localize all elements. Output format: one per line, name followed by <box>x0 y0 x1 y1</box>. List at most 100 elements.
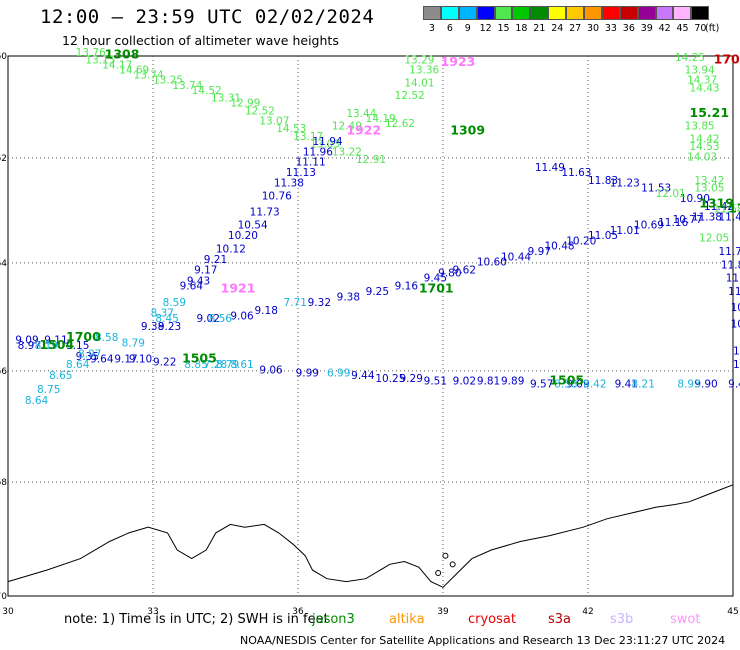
satellite-legend-swot: swot <box>670 612 701 627</box>
swh-value-label: 9.06 <box>259 365 283 377</box>
colorbar-tick-label: 70 <box>694 23 707 34</box>
colorbar-tick-label: 24 <box>551 23 564 34</box>
swh-value-label: 13.44 <box>346 108 376 120</box>
colorbar-swatch <box>512 6 531 20</box>
map-frame <box>7 55 734 597</box>
swh-value-label: 10.54 <box>238 219 268 231</box>
page-title: 12:00 — 23:59 UTC 02/02/2024 <box>40 6 375 28</box>
swh-value-label: 9.57 <box>530 378 553 390</box>
colorbar-tick-label: 33 <box>604 23 617 34</box>
swh-value-label: 9.23 <box>158 321 181 333</box>
colorbar-swatch <box>458 6 477 20</box>
coastline <box>7 484 734 588</box>
swh-value-label: 13.05 <box>694 183 724 195</box>
swh-value-label: 13.15 <box>85 55 115 67</box>
swh-value-label: 9.15 <box>66 340 89 352</box>
lon-tick-label: 33 <box>147 607 158 617</box>
swh-value-label: 9.22 <box>153 356 176 368</box>
swh-value-label: 12.52 <box>245 105 275 117</box>
swh-value-label: 9.06 <box>230 310 254 322</box>
colorbar-swatch <box>494 6 513 20</box>
swh-value-label: 8.85 <box>184 359 207 371</box>
swh-value-label: 10.76 <box>262 191 292 203</box>
swh-value-label: 9.02 <box>453 376 476 388</box>
swh-value-label: 7.71 <box>284 297 307 309</box>
swh-value-label: 8.42 <box>583 378 606 390</box>
island <box>442 552 449 559</box>
colorbar-swatch <box>691 6 710 20</box>
lon-tick-label: 42 <box>582 607 593 617</box>
swh-value-label: 14.17 <box>102 60 132 72</box>
swh-value-label: 9.38 <box>337 291 360 303</box>
swh-value-label: 9.18 <box>255 305 278 317</box>
swh-value-label: 8.64 <box>66 359 90 371</box>
swh-value-label: 9.38 <box>141 321 164 333</box>
satellite-legend-s3a: s3a <box>548 612 572 627</box>
swh-value-label: 10.44 <box>501 251 531 263</box>
colorbar-tick-label: 36 <box>622 23 635 34</box>
swh-value-label: 9.21 <box>204 254 227 266</box>
swh-value-label: 12.62 <box>385 118 415 130</box>
swh-value-label: 9.51 <box>424 376 447 388</box>
swh-value-label: 11 <box>733 359 740 371</box>
swh-value-label: 14.25 <box>675 52 705 64</box>
pass-time-label: 1921 <box>221 280 256 295</box>
swh-value-label: 8.19 <box>35 340 58 352</box>
swh-value-label: 11.73 <box>250 206 280 218</box>
swh-value-label: 9.09 <box>15 335 38 347</box>
swh-value-label: 13.74 <box>172 80 202 92</box>
colorbar-swatch <box>530 6 549 20</box>
swh-value-label: 9.99 <box>296 367 319 379</box>
swh-value-label: 9.90 <box>694 378 717 390</box>
satellite-legend-s3b: s3b <box>610 612 634 627</box>
swh-value-label: 13.29 <box>404 55 434 67</box>
swh-value-label: 13.42 <box>694 175 724 187</box>
swh-value-label: 9.81 <box>477 376 500 388</box>
swh-value-label: 13.22 <box>332 146 362 158</box>
swh-value-label: 11.75 <box>719 246 740 258</box>
swh-value-label: 14.43 <box>690 82 720 94</box>
colorbar-tick-label: 18 <box>515 23 528 34</box>
pass-time-label: 1922 <box>346 123 381 138</box>
colorbar-swatch <box>476 6 495 20</box>
swh-value-label: 11.63 <box>561 167 591 179</box>
swh-value-label: 8.97 <box>18 340 41 352</box>
swh-value-label: 14.53 <box>276 123 306 135</box>
pass-time-label: 1505 <box>182 351 217 366</box>
lat-tick-label: -64 <box>0 259 7 269</box>
colorbar-tick-labels: 3 6 9 12 15 18 21 24 27 30 33 36 39 42 45 70 <box>423 23 740 35</box>
swh-value-label: 8.56 <box>209 313 233 325</box>
swh-value-label: 9.41 <box>615 378 638 390</box>
swh-value-label: 9.32 <box>308 297 331 309</box>
colorbar-swatch <box>673 6 692 20</box>
swh-value-label: 11.05 <box>588 230 618 242</box>
colorbar-swatch <box>601 6 620 20</box>
swh-value-label: 14.01 <box>404 77 434 89</box>
swh-value-label: 10.8 <box>731 302 740 314</box>
swh-value-label: 13.74 <box>134 70 164 82</box>
swh-value-label: 8.58 <box>95 332 118 344</box>
swh-value-label: 12.49 <box>332 121 362 133</box>
colorbar-legend: 3 6 9 12 15 18 21 24 27 30 33 36 39 42 45 70 (ft) <box>423 6 719 34</box>
swh-value-label: 9.64 <box>90 354 114 366</box>
swh-value-label: 10. <box>731 318 740 330</box>
pass-time-label: 15.21 <box>690 105 730 120</box>
swh-value-label: 14.53 <box>690 141 720 153</box>
swh-value-label: 14.69 <box>119 65 149 77</box>
swh-value-label: 13.85 <box>685 121 715 133</box>
colorbar-tick-label: 30 <box>587 23 600 34</box>
colorbar-unit: (ft) <box>705 23 720 34</box>
swh-value-label: 11.38 <box>274 178 304 190</box>
swh-value-label: 11.26 <box>726 273 740 285</box>
swh-value-label: 13.03 <box>310 139 340 151</box>
island <box>449 561 456 568</box>
swh-value-label: 8.58 <box>554 378 577 390</box>
swh-value-label: 9.11 <box>44 335 67 347</box>
swh-value-label: 11.96 <box>303 146 333 158</box>
swh-value-label: 8.79 <box>216 359 239 371</box>
swh-value-label: 8.37 <box>151 308 174 320</box>
swh-value-label: 13.76 <box>76 47 106 59</box>
swh-value-label: 14.52 <box>192 85 222 97</box>
lon-tick-label: 45 <box>727 607 738 617</box>
